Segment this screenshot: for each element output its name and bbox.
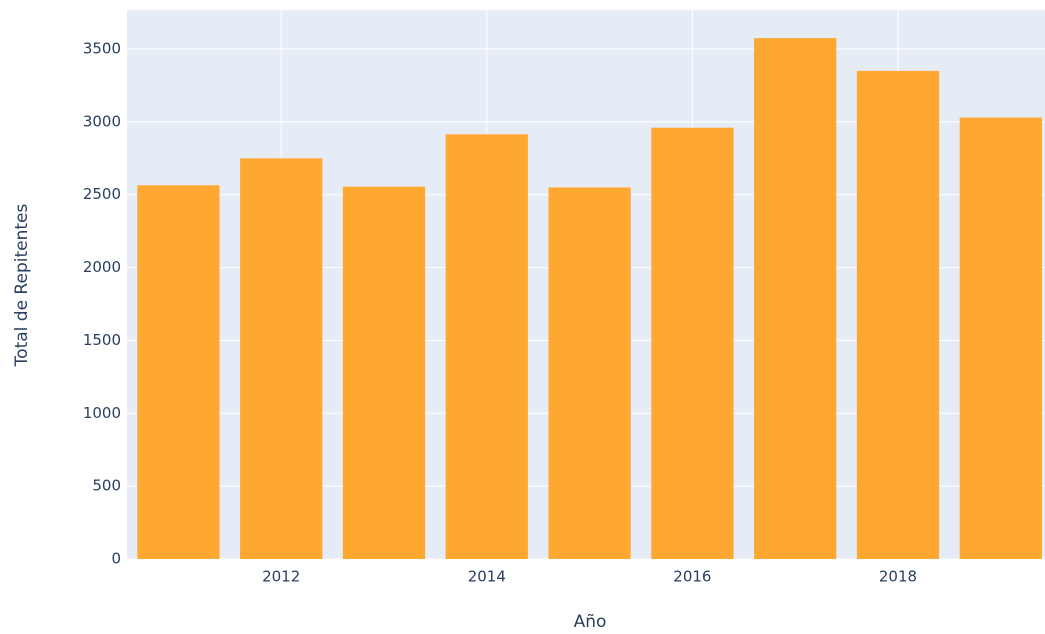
- bar: [959, 117, 1042, 559]
- y-tick-label: 2500: [83, 185, 121, 203]
- bar: [651, 127, 734, 560]
- y-tick-label: 1000: [83, 404, 121, 422]
- y-axis-title: Total de Repitentes: [12, 204, 32, 368]
- y-tick-label: 1500: [83, 331, 121, 349]
- bar: [342, 186, 426, 560]
- y-tick-label: 3500: [83, 40, 121, 58]
- y-tick-label: 500: [92, 477, 121, 495]
- bar: [445, 134, 528, 559]
- x-axis-title: Año: [574, 612, 607, 632]
- x-tick-label: 2016: [673, 568, 711, 586]
- y-tick-label: 2000: [83, 258, 121, 276]
- y-tick-label: 3000: [83, 112, 121, 130]
- bar: [856, 70, 940, 559]
- x-tick-label: 2018: [879, 568, 917, 586]
- x-tick-label: 2014: [468, 568, 506, 586]
- x-tick-label: 2012: [262, 568, 300, 586]
- bar: [548, 187, 631, 559]
- bar: [137, 185, 220, 559]
- y-tick-label: 0: [111, 550, 121, 568]
- bar: [240, 158, 323, 559]
- bar: [754, 38, 837, 559]
